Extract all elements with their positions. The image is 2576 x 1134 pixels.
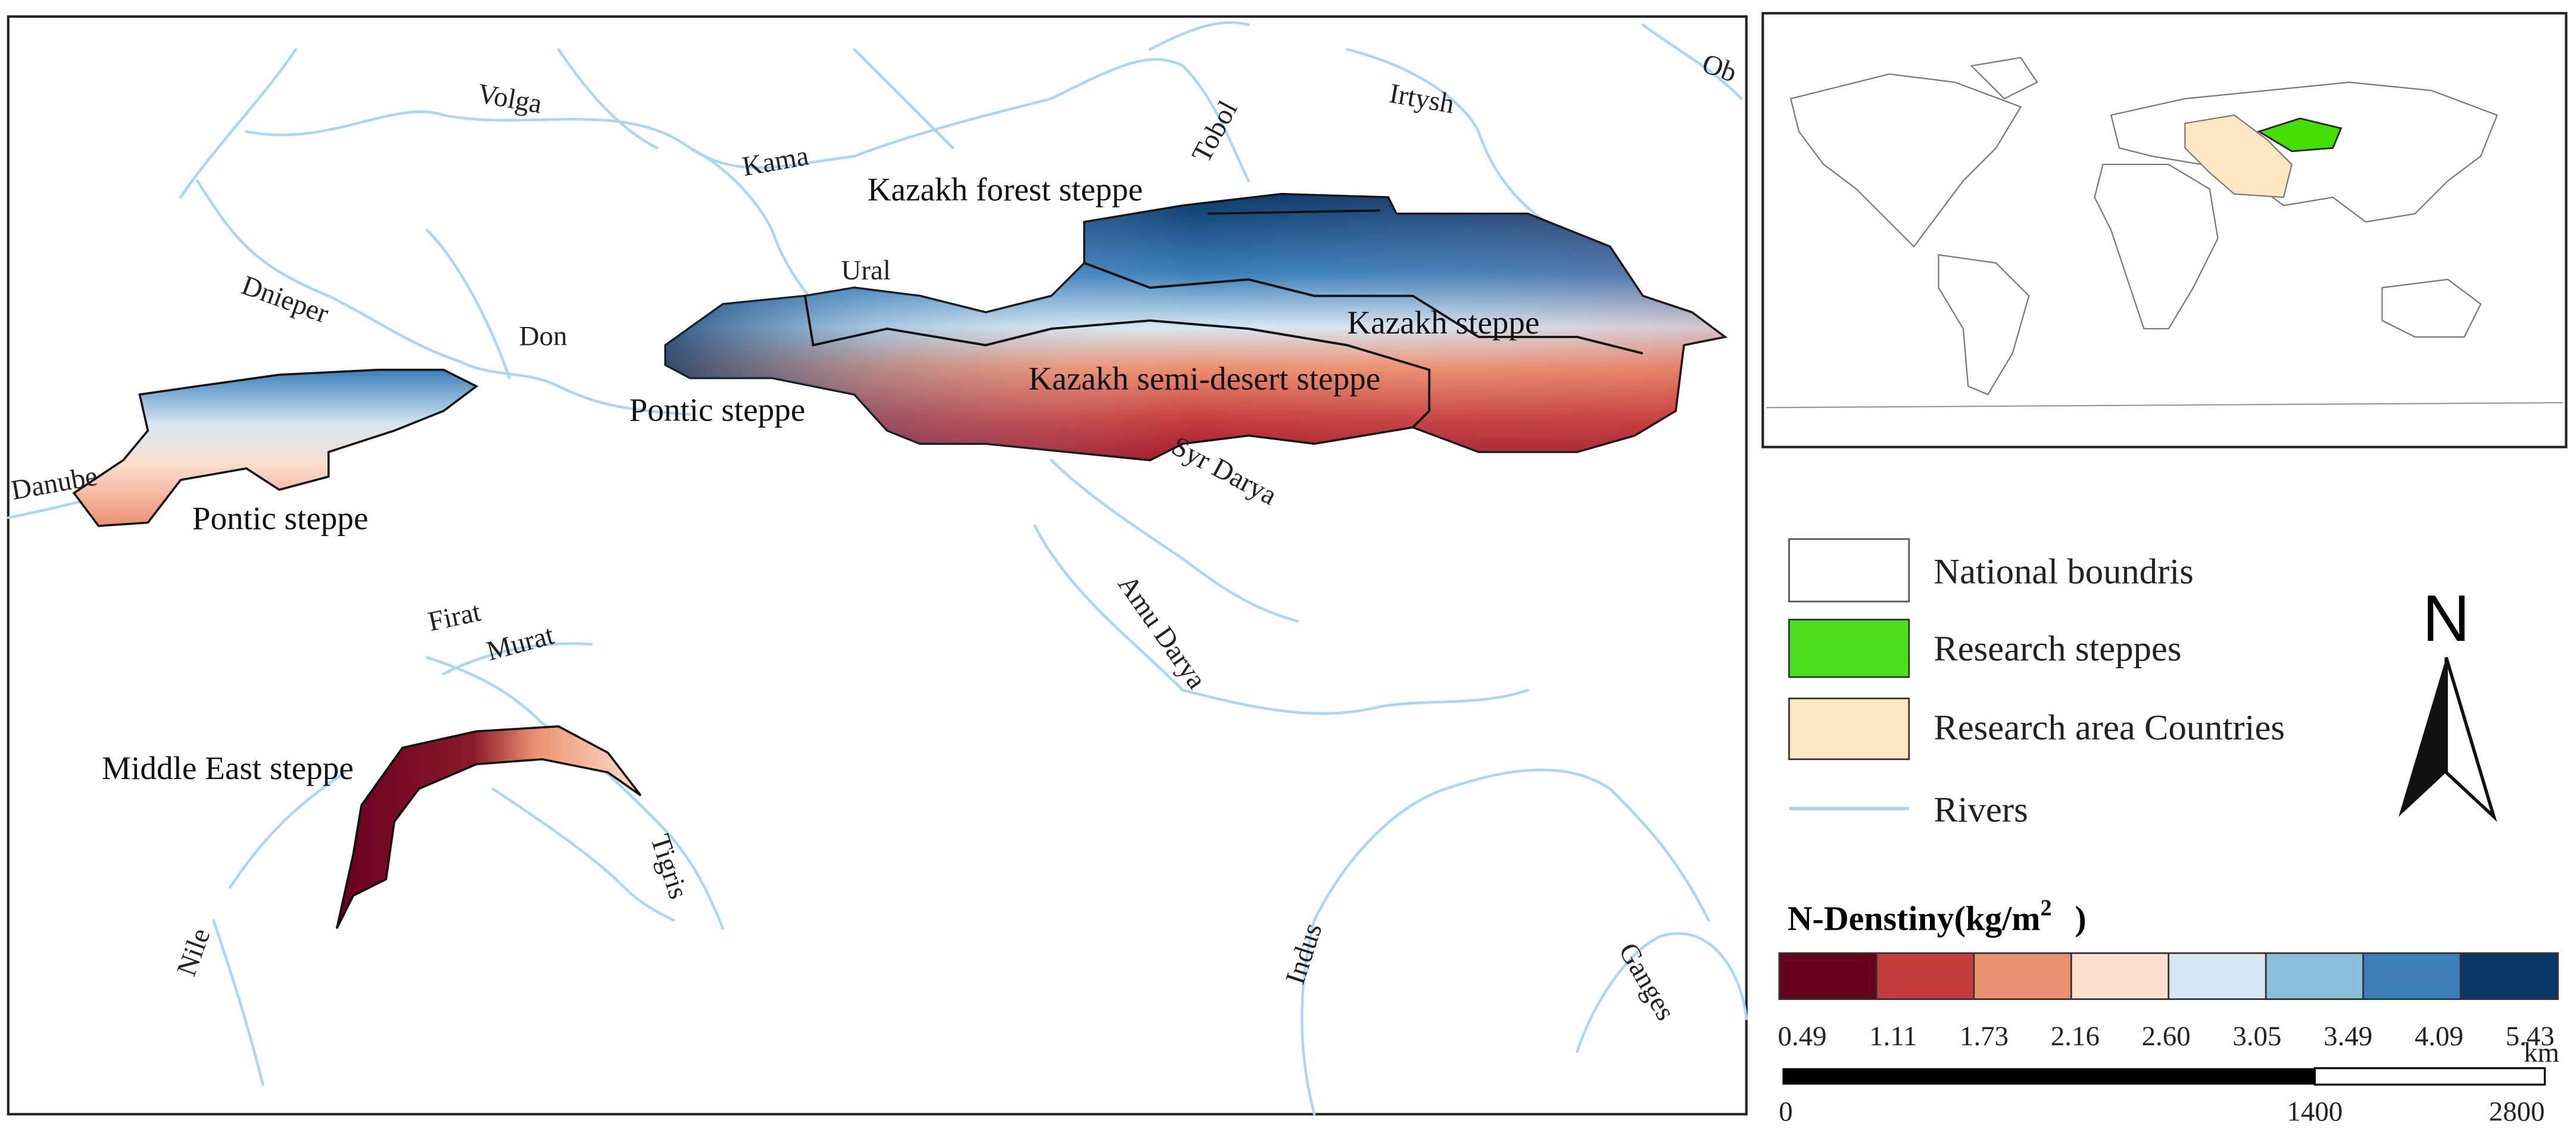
rivers: [7, 21, 1748, 1116]
colorbar-title-sup: 2: [2040, 896, 2051, 921]
colorbar-swatch: [1778, 952, 1878, 1000]
pontic-steppe-region: [72, 369, 479, 527]
scale-label: 0: [1779, 1096, 1792, 1127]
steppe-label: Pontic steppe: [629, 391, 806, 428]
colorbar-title-text: N-Denstiny(kg/m: [1788, 899, 2041, 938]
map-frame: [7, 15, 1748, 1116]
legend-label: National boundris: [1933, 552, 2194, 592]
north-arrow: N: [2399, 582, 2497, 823]
colorbar-swatch: [2362, 952, 2462, 1000]
colorbar-label: 4.09: [2415, 1021, 2463, 1052]
legend-swatch: [1788, 618, 1910, 678]
legend-label: Rivers: [1933, 790, 2028, 830]
colorbar-swatch: [2459, 952, 2559, 1000]
colorbar-title: N-Denstiny(kg/m2): [1788, 896, 2087, 938]
colorbar-swatch: [2168, 952, 2267, 1000]
legend-label: Research steppes: [1933, 629, 2181, 669]
legend: National boundris Research steppes Resea…: [1788, 538, 2285, 830]
river-label: Don: [519, 321, 567, 352]
legend-label: Research area Countries: [1933, 708, 2285, 748]
colorbar-swatch: [2265, 952, 2365, 1000]
middle-east-steppe-region: [335, 725, 642, 929]
colorbar-label: 2.60: [2142, 1021, 2191, 1052]
colorbar-label: 5.43: [2506, 1021, 2555, 1052]
main-map: Volga Kama Tobol Irtysh Ob Ural Don Dnie…: [7, 15, 1748, 1116]
legend-swatch: [1788, 697, 1910, 761]
legend-swatch: [1788, 538, 1910, 603]
scale-bar: 0 1400 2800 km: [1779, 1037, 2559, 1127]
steppe-labels: Kazakh forest steppe Kazakh steppe Kazak…: [102, 172, 1539, 786]
colorbar-label: 0.49: [1778, 1021, 1827, 1052]
steppe-label: Kazakh steppe: [1347, 304, 1539, 341]
colorbar-label: 3.49: [2324, 1021, 2372, 1052]
steppe-label: Middle East steppe: [102, 750, 354, 786]
steppe-regions: [72, 192, 1728, 929]
scale-unit: km: [2524, 1037, 2559, 1068]
north-label: N: [2422, 582, 2470, 655]
steppe-label: Kazakh forest steppe: [868, 172, 1143, 208]
steppe-label: Kazakh semi-desert steppe: [1028, 360, 1380, 397]
colorbar: N-Denstiny(kg/m2) 0.49 1.11 1.73 2.16 2.60 3.…: [1778, 896, 2559, 1052]
colorbar-swatch: [1876, 952, 1975, 1000]
colorbar-swatch: [1973, 952, 2072, 1000]
colorbar-title-end: ): [2075, 899, 2086, 938]
colorbar-label: 3.05: [2232, 1021, 2281, 1052]
steppe-label: Pontic steppe: [192, 500, 369, 537]
inset-map: [1761, 12, 2568, 448]
colorbar-label: 2.16: [2051, 1021, 2100, 1052]
colorbar-label: 1.73: [1960, 1021, 2009, 1052]
scale-label: 2800: [2489, 1096, 2545, 1127]
river-label: Ural: [841, 255, 891, 286]
scale-label: 1400: [2287, 1096, 2343, 1127]
colorbar-label: 1.11: [1869, 1021, 1917, 1052]
colorbar-swatch: [2070, 952, 2170, 1000]
